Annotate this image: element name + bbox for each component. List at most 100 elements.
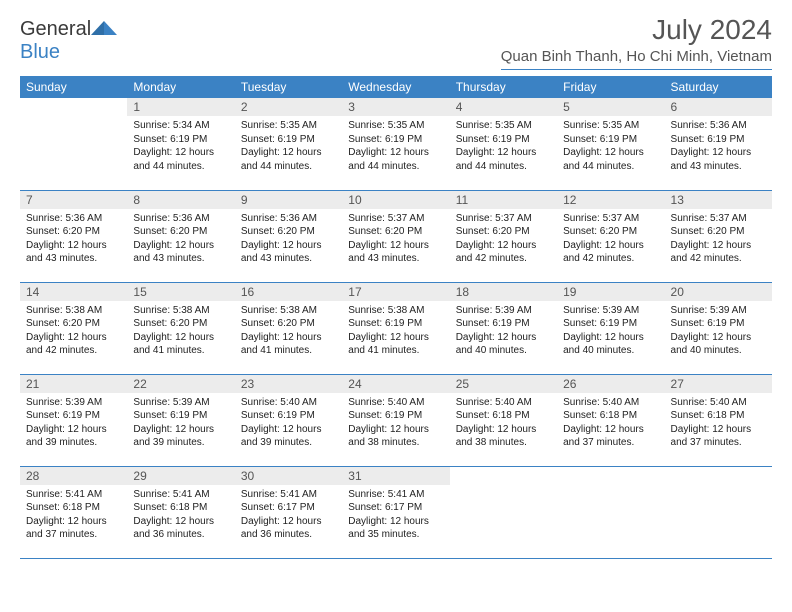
sunset-text: Sunset: 6:20 PM xyxy=(241,317,336,331)
daylight-line1: Daylight: 12 hours xyxy=(456,239,551,253)
sunrise-text: Sunrise: 5:41 AM xyxy=(133,488,228,502)
daylight-line2: and 39 minutes. xyxy=(133,436,228,450)
day-number: 16 xyxy=(235,283,342,301)
sunset-text: Sunset: 6:19 PM xyxy=(133,409,228,423)
daylight-line1: Daylight: 12 hours xyxy=(671,423,766,437)
day-number: 2 xyxy=(235,98,342,116)
sunset-text: Sunset: 6:17 PM xyxy=(348,501,443,515)
day-content: Sunrise: 5:41 AMSunset: 6:18 PMDaylight:… xyxy=(127,485,234,545)
calendar-cell: 14Sunrise: 5:38 AMSunset: 6:20 PMDayligh… xyxy=(20,282,127,374)
sunset-text: Sunset: 6:19 PM xyxy=(241,409,336,423)
calendar-cell: 16Sunrise: 5:38 AMSunset: 6:20 PMDayligh… xyxy=(235,282,342,374)
calendar-cell: 1Sunrise: 5:34 AMSunset: 6:19 PMDaylight… xyxy=(127,98,234,190)
daylight-line1: Daylight: 12 hours xyxy=(456,146,551,160)
calendar-cell: 8Sunrise: 5:36 AMSunset: 6:20 PMDaylight… xyxy=(127,190,234,282)
sunset-text: Sunset: 6:20 PM xyxy=(456,225,551,239)
day-number: 4 xyxy=(450,98,557,116)
daylight-line2: and 36 minutes. xyxy=(241,528,336,542)
daylight-line2: and 38 minutes. xyxy=(348,436,443,450)
sunset-text: Sunset: 6:20 PM xyxy=(133,225,228,239)
daylight-line1: Daylight: 12 hours xyxy=(456,331,551,345)
sunrise-text: Sunrise: 5:40 AM xyxy=(456,396,551,410)
day-content: Sunrise: 5:34 AMSunset: 6:19 PMDaylight:… xyxy=(127,116,234,176)
calendar-body: 1Sunrise: 5:34 AMSunset: 6:19 PMDaylight… xyxy=(20,98,772,558)
daylight-line1: Daylight: 12 hours xyxy=(133,515,228,529)
triangle-icon xyxy=(91,19,117,35)
day-number: 14 xyxy=(20,283,127,301)
daylight-line1: Daylight: 12 hours xyxy=(348,423,443,437)
calendar-cell: 11Sunrise: 5:37 AMSunset: 6:20 PMDayligh… xyxy=(450,190,557,282)
sunset-text: Sunset: 6:20 PM xyxy=(26,317,121,331)
sunset-text: Sunset: 6:20 PM xyxy=(26,225,121,239)
sunrise-text: Sunrise: 5:38 AM xyxy=(133,304,228,318)
sunset-text: Sunset: 6:20 PM xyxy=(348,225,443,239)
calendar-cell: 15Sunrise: 5:38 AMSunset: 6:20 PMDayligh… xyxy=(127,282,234,374)
calendar-head: SundayMondayTuesdayWednesdayThursdayFrid… xyxy=(20,76,772,98)
daylight-line1: Daylight: 12 hours xyxy=(133,239,228,253)
calendar-cell xyxy=(450,466,557,558)
calendar-cell: 31Sunrise: 5:41 AMSunset: 6:17 PMDayligh… xyxy=(342,466,449,558)
calendar-table: SundayMondayTuesdayWednesdayThursdayFrid… xyxy=(20,76,772,559)
calendar-week: 28Sunrise: 5:41 AMSunset: 6:18 PMDayligh… xyxy=(20,466,772,558)
sunrise-text: Sunrise: 5:34 AM xyxy=(133,119,228,133)
daylight-line1: Daylight: 12 hours xyxy=(348,515,443,529)
daylight-line1: Daylight: 12 hours xyxy=(133,146,228,160)
sunrise-text: Sunrise: 5:40 AM xyxy=(671,396,766,410)
calendar-week: 14Sunrise: 5:38 AMSunset: 6:20 PMDayligh… xyxy=(20,282,772,374)
daylight-line1: Daylight: 12 hours xyxy=(26,515,121,529)
day-content: Sunrise: 5:40 AMSunset: 6:19 PMDaylight:… xyxy=(235,393,342,453)
daylight-line2: and 43 minutes. xyxy=(241,252,336,266)
sunset-text: Sunset: 6:19 PM xyxy=(348,133,443,147)
sunset-text: Sunset: 6:19 PM xyxy=(563,133,658,147)
daylight-line1: Daylight: 12 hours xyxy=(133,331,228,345)
sunrise-text: Sunrise: 5:41 AM xyxy=(348,488,443,502)
day-content: Sunrise: 5:38 AMSunset: 6:20 PMDaylight:… xyxy=(127,301,234,361)
daylight-line2: and 39 minutes. xyxy=(26,436,121,450)
sunset-text: Sunset: 6:19 PM xyxy=(133,133,228,147)
daylight-line1: Daylight: 12 hours xyxy=(348,239,443,253)
calendar-week: 7Sunrise: 5:36 AMSunset: 6:20 PMDaylight… xyxy=(20,190,772,282)
daylight-line2: and 43 minutes. xyxy=(348,252,443,266)
sunrise-text: Sunrise: 5:35 AM xyxy=(348,119,443,133)
sunset-text: Sunset: 6:19 PM xyxy=(671,133,766,147)
daylight-line2: and 43 minutes. xyxy=(26,252,121,266)
sunset-text: Sunset: 6:18 PM xyxy=(456,409,551,423)
daylight-line2: and 42 minutes. xyxy=(671,252,766,266)
daylight-line2: and 40 minutes. xyxy=(563,344,658,358)
calendar-cell: 24Sunrise: 5:40 AMSunset: 6:19 PMDayligh… xyxy=(342,374,449,466)
daylight-line2: and 35 minutes. xyxy=(348,528,443,542)
sunset-text: Sunset: 6:19 PM xyxy=(26,409,121,423)
sunset-text: Sunset: 6:19 PM xyxy=(348,409,443,423)
sunset-text: Sunset: 6:18 PM xyxy=(671,409,766,423)
day-content: Sunrise: 5:39 AMSunset: 6:19 PMDaylight:… xyxy=(557,301,664,361)
sunrise-text: Sunrise: 5:36 AM xyxy=(133,212,228,226)
sunrise-text: Sunrise: 5:37 AM xyxy=(456,212,551,226)
sunset-text: Sunset: 6:19 PM xyxy=(241,133,336,147)
sunset-text: Sunset: 6:19 PM xyxy=(456,133,551,147)
day-number: 26 xyxy=(557,375,664,393)
calendar-cell xyxy=(557,466,664,558)
day-content: Sunrise: 5:37 AMSunset: 6:20 PMDaylight:… xyxy=(557,209,664,269)
sunrise-text: Sunrise: 5:36 AM xyxy=(26,212,121,226)
calendar-cell: 26Sunrise: 5:40 AMSunset: 6:18 PMDayligh… xyxy=(557,374,664,466)
page-header: GeneralBlue July 2024 Quan Binh Thanh, H… xyxy=(20,14,772,70)
sunset-text: Sunset: 6:19 PM xyxy=(671,317,766,331)
sunrise-text: Sunrise: 5:37 AM xyxy=(348,212,443,226)
sunrise-text: Sunrise: 5:39 AM xyxy=(133,396,228,410)
daylight-line2: and 41 minutes. xyxy=(348,344,443,358)
daylight-line1: Daylight: 12 hours xyxy=(671,146,766,160)
sunset-text: Sunset: 6:18 PM xyxy=(133,501,228,515)
day-number: 9 xyxy=(235,191,342,209)
day-content: Sunrise: 5:41 AMSunset: 6:17 PMDaylight:… xyxy=(235,485,342,545)
day-content: Sunrise: 5:35 AMSunset: 6:19 PMDaylight:… xyxy=(342,116,449,176)
day-content: Sunrise: 5:39 AMSunset: 6:19 PMDaylight:… xyxy=(665,301,772,361)
day-number: 29 xyxy=(127,467,234,485)
day-content: Sunrise: 5:37 AMSunset: 6:20 PMDaylight:… xyxy=(450,209,557,269)
sunrise-text: Sunrise: 5:40 AM xyxy=(241,396,336,410)
header-right: July 2024 Quan Binh Thanh, Ho Chi Minh, … xyxy=(501,14,772,70)
sunrise-text: Sunrise: 5:41 AM xyxy=(241,488,336,502)
sunset-text: Sunset: 6:20 PM xyxy=(241,225,336,239)
calendar-cell: 9Sunrise: 5:36 AMSunset: 6:20 PMDaylight… xyxy=(235,190,342,282)
day-number: 12 xyxy=(557,191,664,209)
daylight-line1: Daylight: 12 hours xyxy=(563,331,658,345)
